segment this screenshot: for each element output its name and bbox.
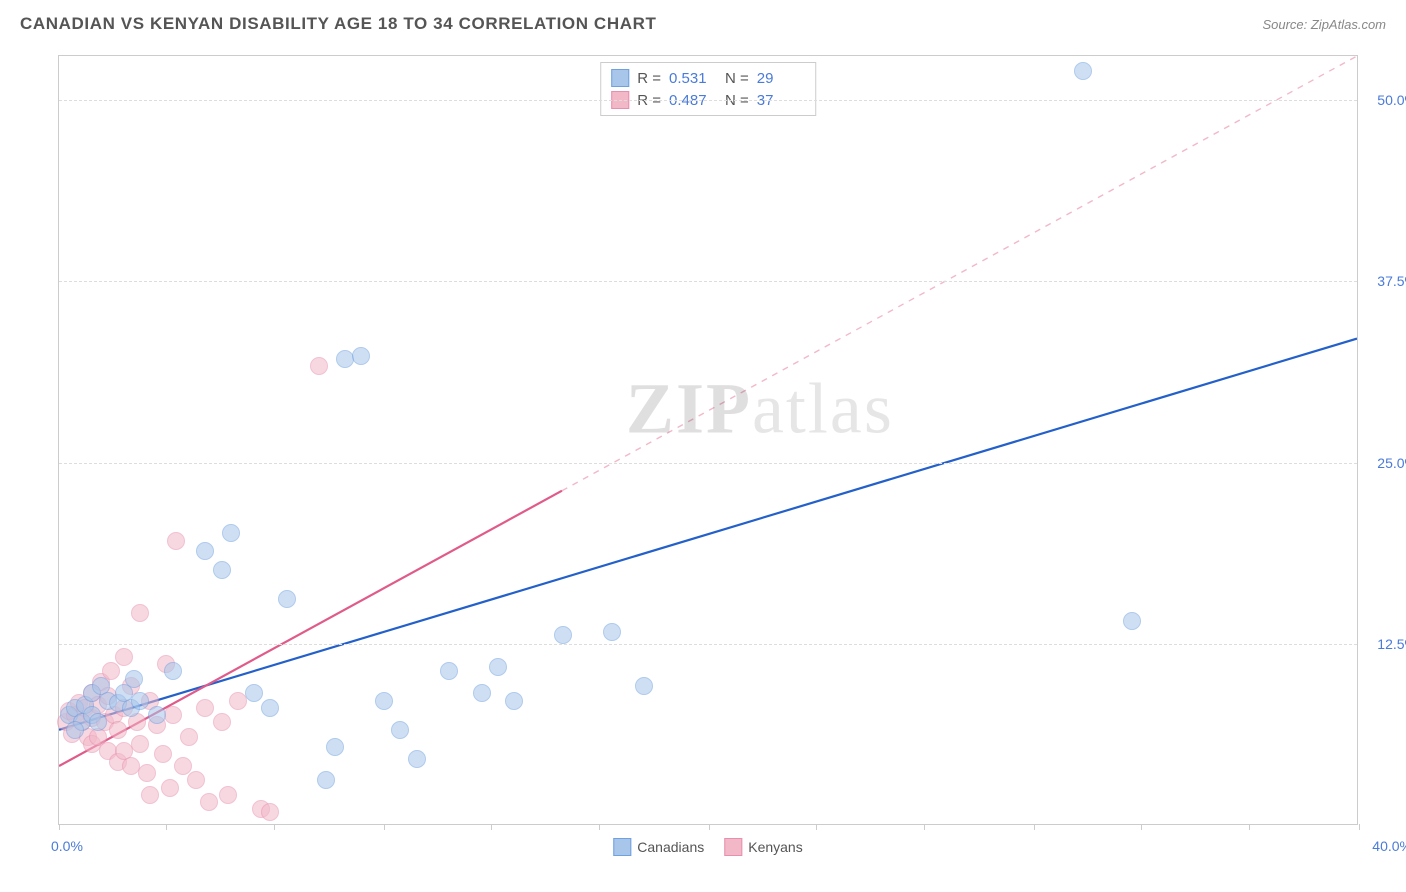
chart-container: Disability Age 18 to 34 ZIPatlas R = 0.5…	[46, 55, 1386, 865]
data-point	[261, 699, 279, 717]
data-point	[1074, 62, 1092, 80]
data-point	[196, 542, 214, 560]
data-point	[336, 350, 354, 368]
data-point	[138, 764, 156, 782]
y-tick-label: 12.5%	[1377, 636, 1406, 652]
data-point	[125, 670, 143, 688]
data-point	[109, 721, 127, 739]
stats-row-canadians: R = 0.531 N = 29	[611, 67, 805, 89]
data-point	[635, 677, 653, 695]
data-point	[167, 532, 185, 550]
data-point	[352, 347, 370, 365]
stats-legend-box: R = 0.531 N = 29 R = 0.487 N = 37	[600, 62, 816, 116]
data-point	[375, 692, 393, 710]
legend-item-kenyans: Kenyans	[724, 838, 802, 856]
data-point	[164, 662, 182, 680]
data-point	[115, 648, 133, 666]
data-point	[219, 786, 237, 804]
data-point	[131, 692, 149, 710]
data-point	[317, 771, 335, 789]
data-point	[261, 803, 279, 821]
data-point	[222, 524, 240, 542]
x-axis-min-label: 0.0%	[51, 838, 83, 854]
data-point	[164, 706, 182, 724]
data-point	[391, 721, 409, 739]
data-point	[66, 721, 84, 739]
chart-title: CANADIAN VS KENYAN DISABILITY AGE 18 TO …	[20, 14, 656, 34]
data-point	[278, 590, 296, 608]
legend-item-canadians: Canadians	[613, 838, 704, 856]
data-point	[554, 626, 572, 644]
x-axis-max-label: 40.0%	[1372, 838, 1406, 854]
data-point	[196, 699, 214, 717]
data-point	[473, 684, 491, 702]
data-point	[174, 757, 192, 775]
data-point	[326, 738, 344, 756]
data-point	[161, 779, 179, 797]
data-point	[180, 728, 198, 746]
data-point	[310, 357, 328, 375]
data-point	[440, 662, 458, 680]
data-point	[489, 658, 507, 676]
legend: Canadians Kenyans	[613, 838, 802, 856]
data-point	[148, 706, 166, 724]
data-point	[1123, 612, 1141, 630]
watermark: ZIPatlas	[626, 368, 894, 451]
data-point	[187, 771, 205, 789]
y-tick-label: 37.5%	[1377, 273, 1406, 289]
plot-area: ZIPatlas R = 0.531 N = 29 R = 0.487 N = …	[58, 55, 1358, 825]
data-point	[154, 745, 172, 763]
trendlines-svg	[59, 56, 1357, 824]
data-point	[229, 692, 247, 710]
y-tick-label: 25.0%	[1377, 455, 1406, 471]
swatch-canadians	[611, 69, 629, 87]
data-point	[89, 713, 107, 731]
legend-swatch-canadians	[613, 838, 631, 856]
data-point	[131, 604, 149, 622]
data-point	[245, 684, 263, 702]
data-point	[603, 623, 621, 641]
data-point	[505, 692, 523, 710]
data-point	[141, 786, 159, 804]
data-point	[408, 750, 426, 768]
legend-swatch-kenyans	[724, 838, 742, 856]
y-tick-label: 50.0%	[1377, 92, 1406, 108]
data-point	[213, 561, 231, 579]
data-point	[131, 735, 149, 753]
data-point	[213, 713, 231, 731]
data-point	[200, 793, 218, 811]
source-attribution: Source: ZipAtlas.com	[1262, 17, 1386, 32]
